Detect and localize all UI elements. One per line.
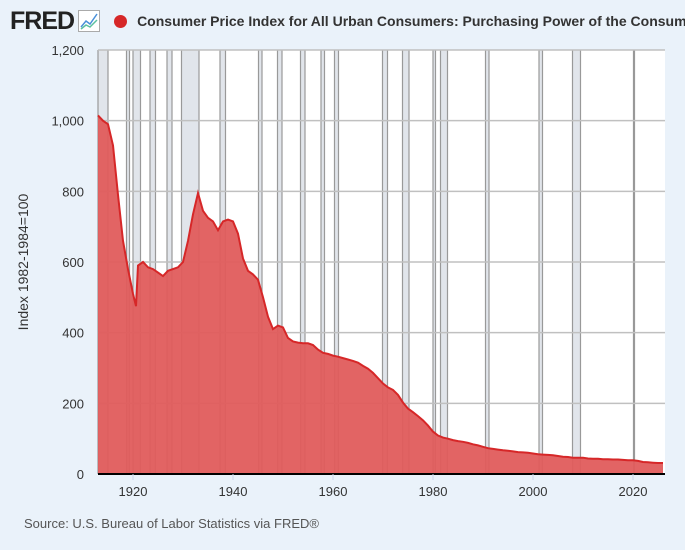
x-tick-label: 2000 [519, 484, 548, 499]
x-tick-label: 1920 [119, 484, 148, 499]
y-tick-label: 1,200 [51, 43, 84, 58]
y-tick-label: 600 [62, 255, 84, 270]
x-tick-label: 2020 [619, 484, 648, 499]
y-tick-label: 200 [62, 396, 84, 411]
y-tick-label: 0 [77, 467, 84, 482]
series-area [98, 115, 663, 475]
source-note: Source: U.S. Bureau of Labor Statistics … [24, 516, 319, 531]
chart-title: Consumer Price Index for All Urban Consu… [137, 13, 685, 29]
y-tick-label: 400 [62, 326, 84, 341]
fred-logo[interactable]: FRED [10, 6, 75, 35]
y-axis-label: Index 1982-1984=100 [15, 193, 31, 330]
x-tick-label: 1940 [219, 484, 248, 499]
chart-line-icon [78, 10, 101, 32]
series-line [97, 114, 663, 464]
x-tick-label: 1960 [319, 484, 348, 499]
y-tick-label: 1,000 [51, 114, 84, 129]
y-tick-label: 800 [62, 184, 84, 199]
chart-header: FRED Consumer Price Index for All Urban … [10, 6, 685, 36]
x-tick-label: 1980 [419, 484, 448, 499]
series-legend-dot [114, 14, 128, 28]
